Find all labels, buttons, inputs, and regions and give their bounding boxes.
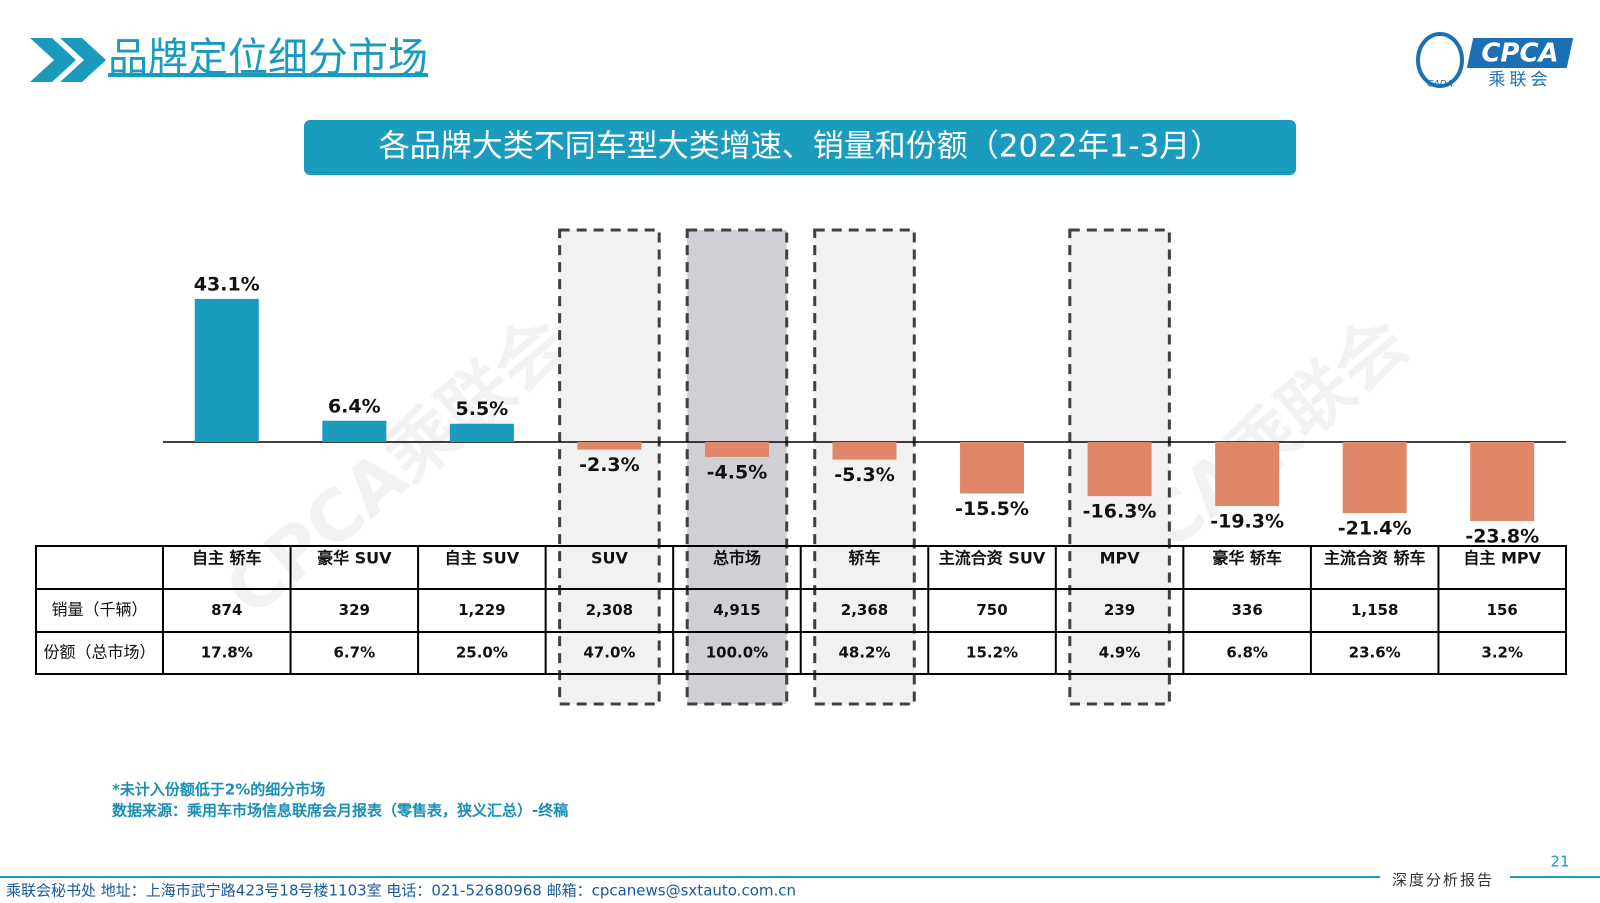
table-cell: 4.9%: [1099, 644, 1141, 662]
value-label: -5.3%: [834, 464, 895, 486]
table-cell: 1,229: [458, 601, 505, 619]
table-cell: 48.2%: [838, 644, 890, 662]
row-label: 销量（千辆）: [51, 600, 147, 619]
footer-report: 深度分析报告: [1392, 871, 1494, 889]
value-label: -23.8%: [1465, 526, 1539, 548]
value-label: -19.3%: [1210, 511, 1284, 533]
category-label: 自主 轿车: [192, 549, 262, 568]
row-label: 份额（总市场）: [43, 643, 155, 662]
bar: [1342, 442, 1407, 514]
table-cell: 47.0%: [583, 644, 635, 662]
value-label: -21.4%: [1338, 518, 1412, 540]
bar: [194, 298, 259, 442]
category-label: 总市场: [713, 549, 761, 568]
table-cell: 25.0%: [456, 644, 508, 662]
bar: [449, 423, 514, 442]
table-cell: 6.8%: [1226, 644, 1268, 662]
logo-subtitle: 乘联会: [1489, 70, 1552, 90]
footer-text: 乘联会秘书处 地址：上海市武宁路423号18号楼1103室 电话：021-526…: [6, 882, 796, 900]
table-cell: 100.0%: [706, 644, 768, 662]
category-label: SUV: [591, 549, 629, 568]
value-label: 6.4%: [328, 395, 381, 417]
highlight-box: [813, 228, 916, 706]
category-label: 豪华 SUV: [317, 549, 392, 568]
value-label: -2.3%: [579, 454, 640, 476]
table-cell: 1,158: [1351, 601, 1398, 619]
logo-mark: CADA: [1427, 80, 1453, 90]
highlight-box: [685, 228, 789, 706]
category-label: 主流合资 轿车: [1324, 549, 1426, 568]
value-label: -16.3%: [1083, 501, 1157, 523]
table-cell: 6.7%: [334, 644, 376, 662]
bar: [832, 442, 897, 460]
table-cell: 3.2%: [1481, 644, 1523, 662]
bar: [1470, 442, 1535, 522]
chart-title: 各品牌大类不同车型大类增速、销量和份额（2022年1-3月）: [379, 129, 1222, 165]
category-label: 自主 SUV: [445, 549, 520, 568]
note: 数据来源：乘用车市场信息联席会月报表（零售表，狭义汇总）-终稿: [112, 802, 568, 820]
table-cell: 156: [1487, 601, 1518, 619]
table-cell: 23.6%: [1349, 644, 1401, 662]
highlight-box: [558, 228, 661, 706]
table-cell: 2,368: [841, 601, 888, 619]
bar: [1087, 442, 1152, 497]
value-label: 43.1%: [194, 273, 260, 295]
watermark: CPCA乘联会: [210, 300, 583, 632]
bar: [704, 442, 769, 457]
note: *未计入份额低于2%的细分市场: [112, 781, 325, 799]
table-cell: 4,915: [713, 601, 760, 619]
header-chevrons: [30, 38, 106, 82]
page-title: 品牌定位细分市场: [108, 35, 428, 81]
bar: [960, 442, 1025, 494]
category-label: 自主 MPV: [1463, 549, 1541, 568]
table-cell: 750: [976, 601, 1007, 619]
value-label: -4.5%: [707, 461, 768, 483]
table-cell: 874: [211, 601, 242, 619]
logo: CADA CPCA 乘联会: [1416, 32, 1574, 90]
value-label: 5.5%: [456, 398, 509, 420]
bar: [322, 420, 387, 442]
title-bar: [304, 120, 1296, 175]
table-cell: 239: [1104, 601, 1135, 619]
table-cell: 15.2%: [966, 644, 1018, 662]
table-cell: 2,308: [586, 601, 633, 619]
category-label: 主流合资 SUV: [939, 549, 1046, 568]
bar: [1215, 442, 1280, 507]
value-label: -15.5%: [955, 498, 1029, 520]
logo-text: CPCA: [1481, 39, 1558, 69]
page-number: 21: [1550, 853, 1569, 871]
bar: [577, 442, 642, 450]
category-label: MPV: [1100, 549, 1141, 568]
table-cell: 336: [1231, 601, 1262, 619]
category-label: 轿车: [848, 549, 880, 568]
category-label: 豪华 轿车: [1212, 549, 1282, 568]
table-cell: 17.8%: [201, 644, 253, 662]
table-cell: 329: [339, 601, 370, 619]
